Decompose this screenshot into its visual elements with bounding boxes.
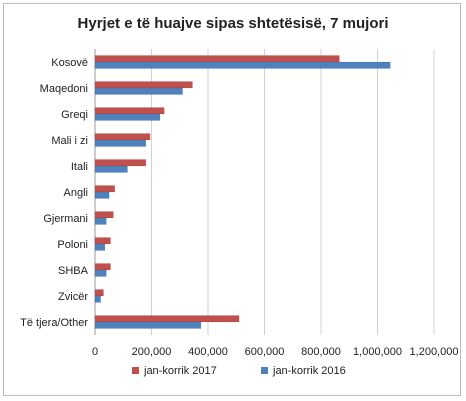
bar-series-1 [94, 211, 114, 219]
x-tick-labels: 0 200,000 400,000 600,000 800,000 1,000,000 1,… [92, 346, 459, 358]
bar-series-2 [94, 217, 107, 225]
category-label: Kosovë [51, 57, 88, 69]
category-label: Gjermani [43, 213, 88, 225]
category-label: Zvicër [58, 291, 88, 303]
bar-series-2 [94, 269, 107, 277]
bar-series-1 [94, 263, 111, 271]
x-tick-label: 1,200,000 [410, 346, 459, 358]
legend-label: jan-korrik 2017 [143, 365, 217, 377]
bars [94, 55, 391, 329]
x-tick-label: 800,000 [301, 346, 341, 358]
bar-series-1 [94, 107, 165, 115]
bar-series-1 [94, 159, 147, 167]
bar-series-1 [94, 315, 240, 323]
bar-series-2 [94, 191, 110, 199]
bar-series-2 [94, 321, 202, 329]
bar-series-1 [94, 237, 111, 245]
category-labels: Kosovë Maqedoni Greqi Mali i zi Itali Angli Gj… [20, 57, 89, 329]
category-label: Maqedoni [40, 83, 88, 95]
bar-series-1 [94, 81, 193, 89]
legend-label: jan-korrik 2016 [272, 365, 346, 377]
x-tick-label: 0 [92, 346, 98, 358]
category-label: Itali [71, 161, 88, 173]
bar-series-2 [94, 61, 391, 69]
bar-series-1 [94, 185, 116, 193]
grid [94, 49, 435, 335]
legend-swatch [261, 367, 268, 374]
chart-title: Hyrjet e të huajve sipas shtetësisë, 7 m… [78, 15, 389, 32]
x-tick-label: 200,000 [132, 346, 172, 358]
x-tick-label: 1,000,000 [353, 346, 402, 358]
legend: jan-korrik 2017 jan-korrik 2016 [132, 365, 346, 377]
bar-series-2 [94, 113, 161, 121]
bar-series-2 [94, 139, 147, 147]
chart-frame: Hyrjet e të huajve sipas shtetësisë, 7 m… [3, 3, 461, 396]
category-label: Greqi [61, 109, 88, 121]
chart: Hyrjet e të huajve sipas shtetësisë, 7 m… [20, 15, 459, 377]
bar-series-1 [94, 55, 340, 63]
legend-swatch [132, 367, 139, 374]
bar-series-2 [94, 243, 106, 251]
category-label: Poloni [57, 239, 88, 251]
category-label: Angli [64, 187, 88, 199]
category-label: SHBA [58, 265, 89, 277]
category-label: Të tjera/Other [20, 317, 88, 329]
bar-series-2 [94, 295, 101, 303]
bar-series-2 [94, 165, 128, 173]
bar-series-1 [94, 133, 151, 141]
category-label: Mali i zi [51, 135, 88, 147]
bar-series-1 [94, 289, 104, 297]
bar-series-2 [94, 87, 183, 95]
x-tick-label: 400,000 [188, 346, 228, 358]
x-tick-label: 600,000 [245, 346, 285, 358]
